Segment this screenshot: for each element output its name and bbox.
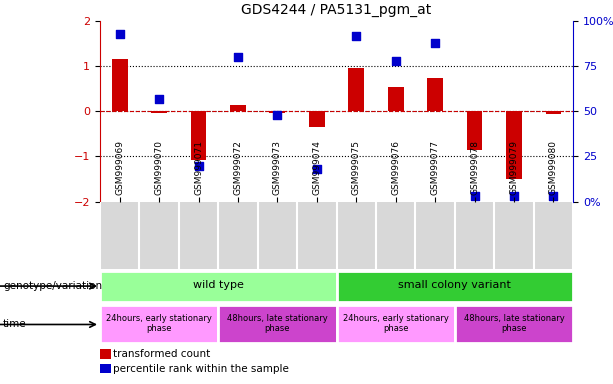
Point bbox=[312, 166, 322, 172]
Text: wild type: wild type bbox=[193, 280, 243, 290]
Text: time: time bbox=[3, 319, 27, 329]
Bar bbox=[506, 111, 522, 179]
Point bbox=[509, 193, 519, 199]
Bar bbox=[337, 306, 455, 343]
Bar bbox=[100, 306, 218, 343]
Bar bbox=[191, 111, 207, 160]
Bar bbox=[100, 271, 337, 302]
Bar bbox=[427, 78, 443, 111]
Text: transformed count: transformed count bbox=[113, 349, 211, 359]
Bar bbox=[388, 86, 403, 111]
Point bbox=[194, 162, 204, 169]
Point bbox=[351, 33, 361, 39]
Bar bbox=[270, 111, 285, 113]
Bar bbox=[337, 271, 573, 302]
Text: 48hours, late stationary
phase: 48hours, late stationary phase bbox=[227, 314, 328, 333]
Point bbox=[115, 31, 124, 37]
Bar bbox=[455, 306, 573, 343]
Text: 24hours, early stationary
phase: 24hours, early stationary phase bbox=[106, 314, 212, 333]
Bar bbox=[230, 104, 246, 111]
Point bbox=[549, 193, 558, 199]
Bar bbox=[218, 306, 337, 343]
Text: 48hours, late stationary
phase: 48hours, late stationary phase bbox=[463, 314, 565, 333]
Text: small colony variant: small colony variant bbox=[398, 280, 511, 290]
Bar bbox=[151, 111, 167, 113]
Bar bbox=[546, 111, 562, 114]
Text: 24hours, early stationary
phase: 24hours, early stationary phase bbox=[343, 314, 449, 333]
Text: percentile rank within the sample: percentile rank within the sample bbox=[113, 364, 289, 374]
Bar bbox=[466, 111, 482, 150]
Point bbox=[233, 54, 243, 60]
Point bbox=[154, 96, 164, 102]
Point bbox=[273, 112, 283, 118]
Title: GDS4244 / PA5131_pgm_at: GDS4244 / PA5131_pgm_at bbox=[242, 3, 432, 17]
Point bbox=[470, 193, 479, 199]
Text: genotype/variation: genotype/variation bbox=[3, 281, 102, 291]
Bar bbox=[112, 60, 128, 111]
Point bbox=[430, 40, 440, 46]
Bar bbox=[348, 68, 364, 111]
Point bbox=[391, 58, 401, 64]
Bar bbox=[309, 111, 325, 127]
